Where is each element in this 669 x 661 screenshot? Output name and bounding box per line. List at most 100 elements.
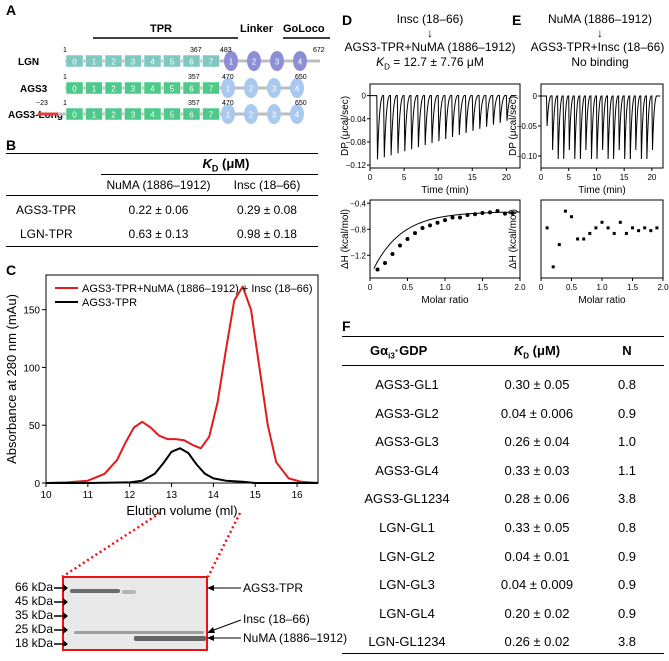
panel-a-letter: A bbox=[6, 2, 17, 18]
y-tick-label: 150 bbox=[23, 306, 40, 317]
kd-header: KD (μM) bbox=[156, 156, 296, 174]
x-tick-label: 0 bbox=[368, 173, 373, 182]
kd-symbol: K bbox=[513, 343, 524, 358]
goloco-motif-2 bbox=[244, 78, 258, 98]
tpr-repeat-label: 4 bbox=[150, 111, 155, 120]
panel-c-sec-chart: 10 11 12 13 14 15 16 0 50 100 150 Elution volume (m… bbox=[4, 274, 319, 518]
x-tick-label: 20 bbox=[502, 173, 511, 182]
x-tick-label: 5 bbox=[402, 173, 407, 182]
data-point bbox=[557, 243, 561, 247]
linker-header: Linker bbox=[240, 23, 274, 35]
fit-curve bbox=[373, 211, 521, 269]
y-axis-label: ΔH (kcal/mol) bbox=[508, 209, 519, 269]
tpr-repeat-label: 2 bbox=[111, 85, 116, 94]
goloco-motif-2 bbox=[244, 104, 258, 124]
f-row-n: 0.8 bbox=[617, 377, 637, 392]
f-row-kd: 0.28 ± 0.06 bbox=[504, 491, 570, 507]
tpr-repeat-label: 2 bbox=[111, 58, 116, 67]
data-point bbox=[606, 226, 610, 230]
goloco-label: 4 bbox=[295, 85, 300, 94]
f-row-name: AGS3-GL3 bbox=[375, 434, 439, 450]
construct-name-1: AGS3 bbox=[20, 84, 48, 95]
goloco-motif-1 bbox=[221, 104, 235, 124]
data-point bbox=[390, 251, 395, 256]
goloco-label: 4 bbox=[295, 111, 300, 120]
tpr-repeat-label: 5 bbox=[170, 85, 175, 94]
gdp: ·GDP bbox=[394, 343, 428, 358]
goloco-motif-4 bbox=[290, 104, 304, 124]
f-row-n: 3.8 bbox=[617, 491, 637, 507]
legend-label-0: AGS3-TPR+NuMA (1886–1912) + Insc (18–66) bbox=[82, 283, 313, 295]
y-axis-label: DP (μcal/sec) bbox=[340, 96, 351, 156]
row-ags3-numa: 0.22 ± 0.06 bbox=[128, 203, 189, 217]
x-tick-label: 12 bbox=[124, 490, 136, 501]
f-row-n: 0.8 bbox=[617, 520, 637, 535]
tpr-repeat-1 bbox=[85, 81, 103, 95]
row-ags3-name: AGS3-TPR bbox=[16, 203, 77, 217]
tpr-repeat-3 bbox=[124, 81, 142, 95]
data-point bbox=[618, 220, 622, 224]
y-tick-label: 0 bbox=[533, 92, 538, 101]
tpr-repeat-5 bbox=[163, 81, 181, 95]
legend-label-1: AGS3-TPR bbox=[82, 297, 137, 309]
f-row-name: AGS3-GL1234 bbox=[364, 491, 450, 507]
series-line-0 bbox=[45, 285, 319, 484]
tpr-repeat-label: 6 bbox=[189, 85, 194, 94]
x-axis-label: Elution volume (ml) bbox=[126, 503, 237, 518]
goloco-label: 4 bbox=[298, 58, 303, 67]
tpr-repeat-label: 3 bbox=[131, 85, 136, 94]
panel-e-note: No binding bbox=[571, 55, 629, 69]
f-row-name: AGS3-GL1 bbox=[375, 377, 439, 392]
goloco-motif-3 bbox=[267, 78, 281, 98]
f-row-name: LGN-GL4 bbox=[379, 605, 435, 621]
x-axis-label: Time (min) bbox=[421, 185, 468, 196]
x-tick-label: 1.0 bbox=[596, 283, 608, 292]
x-axis-label: Molar ratio bbox=[578, 295, 626, 306]
data-point bbox=[637, 229, 641, 233]
f-row-kd: 0.04 ± 0.009 bbox=[500, 577, 574, 593]
f-row-name: AGS3-GL4 bbox=[375, 462, 439, 478]
kd-unit: (μM) bbox=[218, 156, 250, 171]
tpr-repeat-label: 0 bbox=[72, 58, 77, 67]
data-point bbox=[594, 226, 598, 230]
goloco-label: 1 bbox=[226, 85, 231, 94]
galpha-sub: i3 bbox=[388, 351, 395, 361]
data-point bbox=[655, 226, 659, 230]
panel-b-table: KD (μM) NuMA (1886–1912) Insc (18–66) AG… bbox=[6, 153, 318, 247]
galpha: Gα bbox=[370, 343, 389, 358]
f-row-n: 0.9 bbox=[617, 605, 637, 621]
f-row-name: LGN-GL2 bbox=[379, 548, 435, 564]
goloco-motif-3 bbox=[270, 51, 284, 71]
goloco-label: 2 bbox=[252, 58, 257, 67]
tpr-repeat-4 bbox=[143, 81, 162, 95]
start-residue: 1 bbox=[63, 74, 67, 81]
goloco-start-residue: 483 bbox=[220, 47, 232, 54]
panel-e-letter: E bbox=[512, 12, 522, 28]
tpr-repeat-label: 7 bbox=[209, 111, 214, 120]
x-tick-label: 0 bbox=[539, 283, 544, 292]
tpr-repeat-label: 5 bbox=[170, 111, 175, 120]
x-tick-label: 0 bbox=[368, 283, 373, 292]
goloco-motif-2 bbox=[247, 51, 261, 71]
plot-frame bbox=[540, 199, 664, 279]
f-header-n: N bbox=[622, 343, 632, 358]
end-residue: 650 bbox=[295, 100, 307, 107]
panel-d-itc-isotherm: −0.4 −0.8 −1.2 0 0.5 1.0 1.5 2.0 Molar ratio ΔH (… bbox=[340, 199, 526, 306]
gel-band-insc bbox=[74, 631, 204, 634]
tpr-repeat-label: 1 bbox=[92, 111, 97, 120]
gel-label-ags3-tpr: AGS3-TPR bbox=[243, 581, 304, 595]
f-row-kd: 0.30 ± 0.05 bbox=[504, 377, 570, 392]
x-tick-label: 15 bbox=[468, 173, 477, 182]
f-row-name: LGN-GL1 bbox=[379, 520, 435, 535]
y-tick-label: −0.10 bbox=[517, 152, 538, 161]
y-axis-label: DP (μcal/sec) bbox=[508, 96, 519, 156]
y-tick-label: −0.8 bbox=[350, 225, 366, 234]
tpr-repeat-label: 7 bbox=[209, 85, 214, 94]
kd-unit: (μM) bbox=[529, 343, 561, 358]
kd-subscript: D bbox=[384, 62, 390, 72]
tpr-repeat-0 bbox=[65, 54, 84, 68]
panel-b-letter: B bbox=[6, 137, 17, 153]
tpr-repeat-2 bbox=[104, 107, 123, 121]
gel-marker-18: 18 kDa bbox=[15, 636, 54, 650]
f-row-name: LGN-GL3 bbox=[379, 577, 435, 593]
